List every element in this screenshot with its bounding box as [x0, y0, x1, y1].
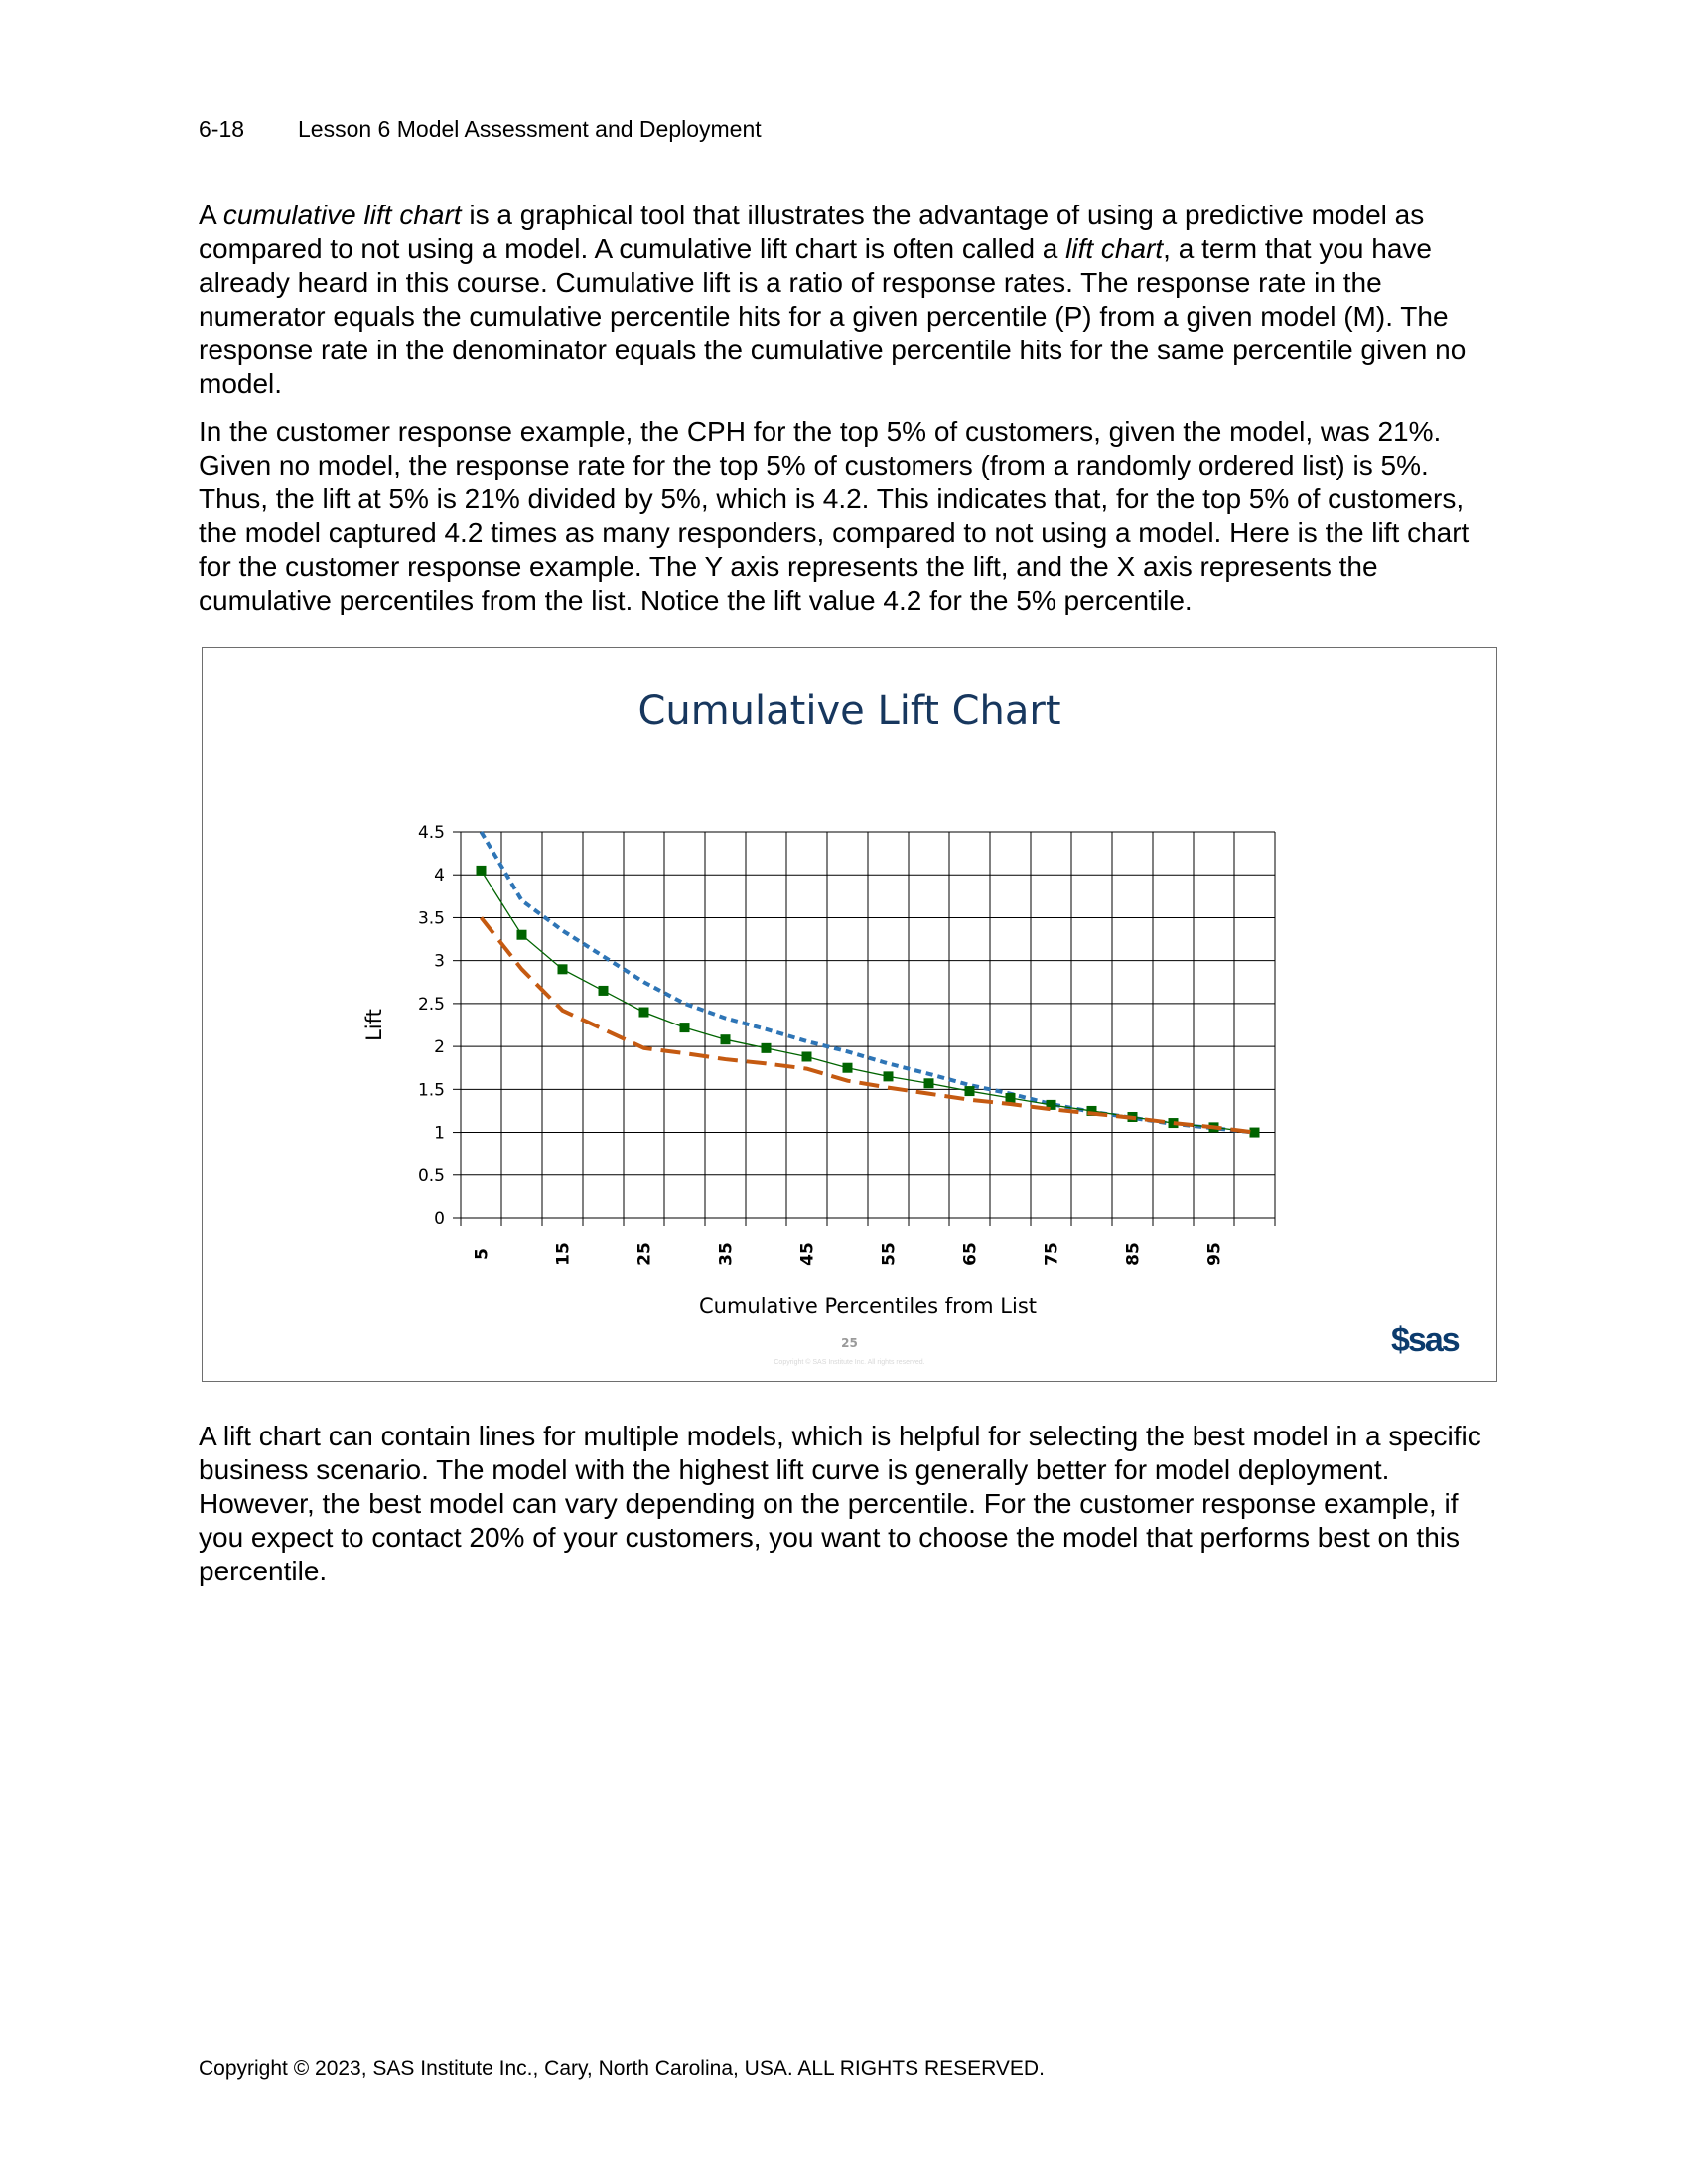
slide-copyright: Copyright © SAS Institute Inc. All right…	[774, 1359, 925, 1366]
y-tick-label: 2	[434, 1037, 445, 1057]
page-header: 6-18 Lesson 6 Model Assessment and Deploy…	[199, 116, 762, 143]
p1-text-a: A	[199, 200, 223, 230]
p1-text-b: is a graphical tool that illustrates the…	[199, 200, 1425, 264]
y-tick-label: 0	[434, 1209, 445, 1229]
x-tick-label: 5	[473, 1248, 492, 1260]
series-marker	[801, 1051, 812, 1062]
sas-logo-text: sas	[1407, 1321, 1461, 1359]
closing-paragraph: A lift chart can contain lines for multi…	[199, 1421, 1481, 1586]
series-marker	[964, 1086, 975, 1097]
x-tick-label: 25	[635, 1242, 655, 1266]
series-marker	[842, 1062, 853, 1073]
x-tick-label: 55	[880, 1242, 900, 1266]
series-marker	[1249, 1127, 1260, 1138]
series-marker	[638, 1007, 649, 1018]
y-tick-label: 4.5	[418, 823, 445, 843]
series-marker	[883, 1071, 894, 1082]
series-marker	[476, 865, 487, 876]
slide-number: 25	[841, 1336, 858, 1350]
x-tick-label: 95	[1205, 1242, 1225, 1266]
series-marker	[679, 1023, 690, 1033]
sas-logo: $sas	[1391, 1321, 1461, 1359]
series-marker	[1046, 1099, 1056, 1110]
lift-chart: 0 0.5 1 1.5 2 2.5 3 3.5 4 4.5 5 15 25 35 45 55 65 75 85 95 C…	[362, 823, 1276, 1318]
y-tick-label: 1	[434, 1124, 445, 1144]
lift-chart-figure: Cumulative Lift Chart 0 0.5 1 1.5 2 2.5 3 3.5 4 4…	[202, 647, 1497, 1382]
x-tick-label: 45	[798, 1242, 818, 1266]
y-tick-label: 1.5	[418, 1080, 445, 1100]
page-number: 6-18	[199, 116, 245, 142]
x-tick-label: 65	[961, 1242, 981, 1266]
term-lift-chart: lift chart	[1065, 233, 1164, 264]
series-marker	[1168, 1118, 1179, 1129]
p1-text-c: , a term that you have already heard in …	[199, 233, 1467, 399]
series-marker	[516, 929, 527, 940]
series-marker	[598, 985, 609, 996]
page-footer: Copyright © 2023, SAS Institute Inc., Ca…	[199, 2057, 1045, 2080]
y-tick-label: 0.5	[418, 1166, 445, 1186]
y-tick-label: 3.5	[418, 908, 445, 928]
series-line-3	[479, 916, 1255, 1135]
y-tick-label: 2.5	[418, 995, 445, 1015]
x-tick-label: 35	[717, 1242, 737, 1266]
series-marker	[761, 1042, 772, 1053]
x-tick-label: 15	[554, 1242, 574, 1266]
series-marker	[557, 964, 568, 975]
intro-paragraph: A cumulative lift chart is a graphical t…	[199, 199, 1499, 401]
series-marker	[1005, 1092, 1016, 1103]
chart-title: Cumulative Lift Chart	[637, 688, 1061, 734]
x-axis-label: Cumulative Percentiles from List	[699, 1295, 1037, 1318]
y-tick-label: 4	[434, 866, 445, 886]
series-marker	[1086, 1105, 1097, 1116]
series-marker	[720, 1034, 731, 1045]
term-cumulative-lift-chart: cumulative lift chart	[222, 200, 462, 230]
y-tick-label: 3	[434, 952, 445, 972]
example-paragraph: In the customer response example, the CP…	[199, 416, 1470, 615]
y-axis-label: Lift	[362, 1009, 386, 1041]
x-tick-label: 85	[1124, 1242, 1144, 1266]
series-marker	[923, 1078, 934, 1089]
lesson-title: Lesson 6 Model Assessment and Deployment	[298, 116, 762, 142]
x-tick-label: 75	[1043, 1242, 1062, 1266]
